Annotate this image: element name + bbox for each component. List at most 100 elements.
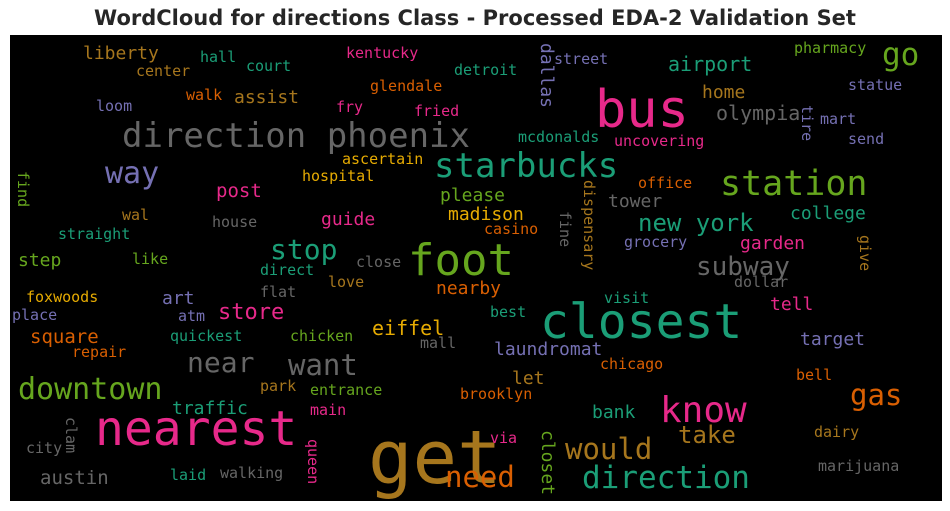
word-place: place [12,306,57,324]
word-bell: bell [796,366,832,384]
word-fried: fried [414,102,459,120]
word-tell: tell [770,294,813,315]
word-guide: guide [321,209,375,230]
word-take: take [678,421,736,449]
word-tower: tower [608,191,662,212]
word-street: street [554,50,608,68]
word-near: near [187,346,254,379]
word-bank: bank [592,402,636,423]
word-post: post [216,180,262,202]
word-tire: tire [798,105,816,141]
word-mall: mall [420,334,456,352]
word-center: center [136,62,190,80]
word-fine: fine [556,211,574,247]
word-chicago: chicago [600,355,663,373]
word-home: home [702,82,745,103]
word-know: know [660,390,747,431]
word-downtown: downtown [18,372,163,407]
word-assist: assist [234,87,299,108]
word-bus: bus [595,80,689,140]
word-college: college [790,203,866,224]
word-square: square [30,326,99,348]
word-airport: airport [668,52,752,76]
word-like: like [132,250,168,268]
word-let: let [512,368,545,389]
word-closet: closet [537,430,558,495]
word-store: store [218,300,284,325]
word-house: house [212,213,257,231]
word-city: city [26,439,62,457]
word-find: find [14,171,32,207]
word-dollar: dollar [734,273,788,291]
word-would: would [565,432,652,466]
word-via: via [490,429,517,447]
word-court: court [246,57,291,75]
word-foot: foot [408,235,514,286]
word-send: send [848,130,884,148]
word-main: main [310,401,346,419]
word-chicken: chicken [290,327,353,345]
word-brooklyn: brooklyn [460,385,532,403]
word-office: office [638,174,692,192]
word-olympia: olympia [716,101,800,125]
word-queen: queen [304,439,322,484]
word-laundromat: laundromat [494,339,602,360]
word-marijuana: marijuana [818,457,899,475]
word-fry: fry [336,98,363,116]
word-grocery: grocery [624,233,687,251]
word-detroit: detroit [454,61,517,79]
word-starbucks: starbucks [434,146,618,186]
word-subway: subway [696,252,790,282]
word-wal: wal [122,206,149,224]
word-kentucky: kentucky [346,44,418,62]
word-direction: direction [582,460,750,496]
word-step: step [18,250,61,271]
word-cloud-canvas: get nearest bus closest foot direction phoeni… [12,37,919,501]
word-station: station [720,164,868,204]
word-way: way [105,156,159,191]
word-ascertain: ascertain [342,150,423,168]
word-uncovering: uncovering [614,132,704,150]
word-loom: loom [96,97,132,115]
word-mart: mart [820,110,856,128]
word-austin: austin [40,467,109,489]
word-close: close [356,253,401,271]
word-statue: statue [848,76,902,94]
word-walking: walking [220,464,283,482]
word-hospital: hospital [302,167,374,185]
word-walk: walk [186,86,222,104]
word-target: target [800,329,865,350]
word-gas: gas [850,378,902,412]
word-need: need [445,460,515,494]
word-new-york: new york [638,209,754,237]
word-dairy: dairy [814,423,859,441]
word-liberty: liberty [83,43,159,64]
word-stop: stop [270,233,337,266]
word-direct: direct [260,261,314,279]
word-eiffel: eiffel [372,316,444,340]
word-entrance: entrance [310,381,382,399]
word-get: get [368,415,502,501]
word-clam: clam [62,417,80,453]
chart-title: WordCloud for directions Class - Process… [94,6,856,30]
word-madison: madison [448,204,524,225]
word-quickest: quickest [170,327,242,345]
word-closest: closest [540,294,742,350]
word-pharmacy: pharmacy [794,39,866,57]
word-cloud: get nearest bus closest foot direction phoeni… [10,35,942,501]
word-atm: atm [178,307,205,325]
word-hall: hall [200,48,236,66]
word-art: art [162,288,195,309]
word-please: please [440,185,505,206]
word-foxwoods: foxwoods [26,288,98,306]
word-want: want [288,348,358,382]
word-traffic: traffic [172,398,248,419]
word-glendale: glendale [370,77,442,95]
word-casino: casino [484,220,538,238]
word-laid: laid [170,466,206,484]
word-straight: straight [58,225,130,243]
word-garden: garden [740,233,805,254]
word-go: go [882,37,919,73]
word-give: give [856,235,874,271]
word-nearby: nearby [436,278,501,299]
